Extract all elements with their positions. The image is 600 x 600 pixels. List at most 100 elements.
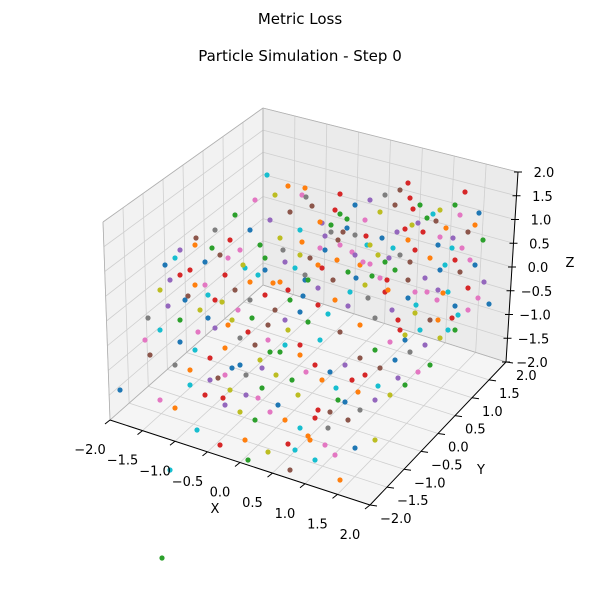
particle-point: [333, 385, 339, 391]
particle-point: [434, 297, 440, 303]
particle-point: [259, 385, 265, 391]
svg-text:−0.5: −0.5: [172, 475, 204, 490]
particle-point: [440, 290, 446, 296]
particle-point: [292, 265, 298, 271]
particle-point: [172, 362, 178, 368]
particle-point: [357, 407, 363, 413]
particle-point: [252, 197, 258, 203]
particle-point: [157, 397, 163, 403]
particle-point: [465, 285, 471, 291]
particle-point: [337, 242, 343, 248]
particle-point: [315, 262, 321, 268]
particle-point: [195, 329, 201, 335]
particle-point: [337, 211, 343, 217]
particle-point: [285, 441, 291, 447]
particle-point: [297, 309, 303, 315]
svg-text:−1.0: −1.0: [519, 309, 551, 324]
particle-point: [229, 317, 235, 323]
particle-point: [259, 365, 265, 371]
svg-text:−0.5: −0.5: [431, 458, 463, 473]
svg-text:−1.5: −1.5: [397, 494, 429, 509]
particle-point: [205, 315, 211, 321]
particle-point: [375, 252, 381, 258]
particle-point: [360, 259, 366, 265]
particle-point: [227, 387, 233, 393]
particle-point: [342, 399, 348, 405]
particle-point: [472, 262, 478, 268]
svg-text:0.0: 0.0: [210, 486, 231, 501]
svg-text:−0.5: −0.5: [521, 285, 553, 300]
particle-point: [327, 409, 333, 415]
particle-point: [377, 275, 383, 281]
particle-point: [232, 212, 238, 218]
particle-point: [345, 269, 351, 275]
particle-point: [445, 327, 451, 333]
svg-text:−1.0: −1.0: [414, 476, 446, 491]
particle-point: [272, 192, 278, 198]
particle-point: [424, 289, 430, 295]
particle-point: [402, 382, 408, 388]
particle-point: [347, 289, 353, 295]
svg-text:0.5: 0.5: [242, 496, 263, 511]
particle-point: [182, 297, 188, 303]
particle-point: [315, 302, 321, 308]
particle-point: [328, 229, 334, 235]
particle-point: [225, 255, 231, 261]
particle-point: [237, 335, 243, 341]
particle-point: [202, 282, 208, 288]
particle-point: [367, 242, 373, 248]
particle-point: [402, 332, 408, 338]
particle-point: [299, 192, 305, 198]
particle-point: [452, 202, 458, 208]
particle-point: [357, 322, 363, 328]
particle-point: [337, 329, 343, 335]
particle-point: [235, 307, 241, 313]
svg-text:0.0: 0.0: [528, 261, 549, 276]
particle-point: [212, 297, 218, 303]
particle-point: [395, 317, 401, 323]
particle-point: [194, 427, 200, 433]
particle-point: [287, 467, 293, 473]
scatter-points: [117, 172, 492, 561]
particle-point: [167, 467, 173, 473]
particle-point: [252, 417, 258, 423]
svg-text:−2.0: −2.0: [516, 356, 548, 371]
particle-point: [407, 195, 413, 201]
particle-point: [205, 292, 211, 298]
particle-point: [462, 189, 468, 195]
particle-point: [437, 335, 443, 341]
particle-point: [357, 355, 363, 361]
particle-point: [302, 272, 308, 278]
particle-point: [452, 303, 458, 309]
particle-point: [325, 425, 331, 431]
particle-point: [282, 417, 288, 423]
particle-point: [409, 222, 415, 228]
particle-point: [305, 433, 311, 439]
y-axis-label: Y: [476, 463, 485, 478]
particle-point: [384, 277, 390, 283]
particle-point: [222, 345, 228, 351]
particle-point: [395, 375, 401, 381]
particle-point: [334, 257, 340, 263]
particle-point: [377, 209, 383, 215]
particle-point: [309, 203, 315, 209]
particle-point: [344, 216, 350, 222]
particle-point: [352, 202, 358, 208]
particle-point: [322, 247, 328, 253]
particle-point: [372, 347, 378, 353]
particle-point: [237, 247, 243, 253]
particle-point: [335, 397, 341, 403]
particle-point: [319, 265, 325, 271]
particle-point: [285, 287, 291, 293]
particle-point: [465, 307, 471, 313]
particle-point: [209, 245, 215, 251]
particle-point: [282, 342, 288, 348]
particle-point: [237, 362, 243, 368]
particle-point: [459, 245, 465, 251]
particle-point: [481, 279, 487, 285]
particle-point: [365, 295, 371, 301]
particle-point: [282, 317, 288, 323]
particle-point: [435, 287, 441, 293]
particle-point: [282, 259, 288, 265]
